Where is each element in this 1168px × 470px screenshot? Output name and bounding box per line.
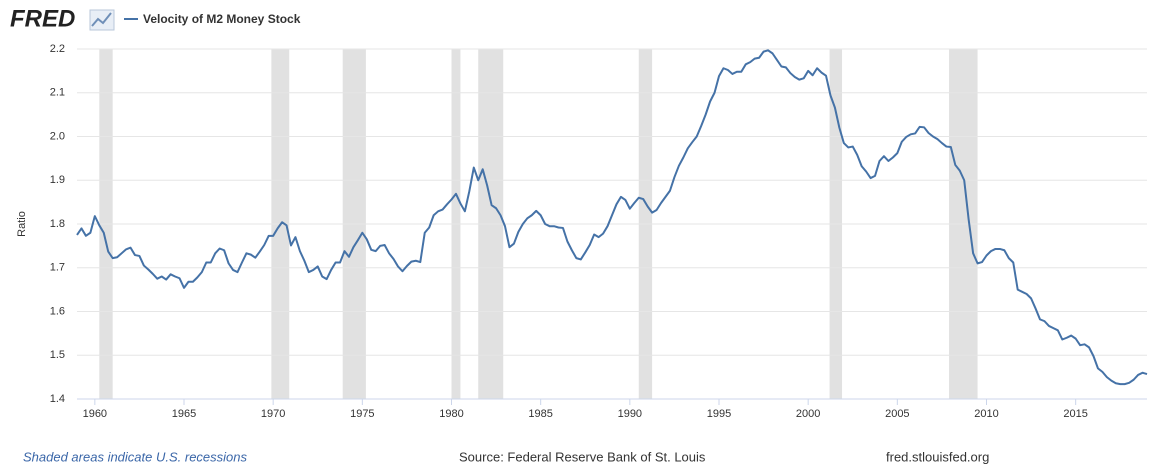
y-tick-label: 2.2 <box>50 43 65 55</box>
x-tick-label: 2015 <box>1063 408 1087 420</box>
logo-icon-line <box>91 12 112 27</box>
footer-source: Source: Federal Reserve Bank of St. Loui… <box>459 449 706 464</box>
footer-note: Shaded areas indicate U.S. recessions <box>23 449 248 464</box>
x-tick-label: 1990 <box>618 408 642 420</box>
x-tick-label: 1995 <box>707 408 731 420</box>
y-tick-label: 1.4 <box>50 393 65 405</box>
x-tick-label: 1980 <box>439 408 463 420</box>
x-tick-label: 1965 <box>172 408 196 420</box>
footer-site: fred.stlouisfed.org <box>886 449 989 464</box>
x-tick-label: 2010 <box>974 408 998 420</box>
x-tick-label: 1960 <box>83 408 107 420</box>
x-tick-label: 1975 <box>350 408 374 420</box>
data-line <box>76 49 1148 386</box>
y-tick-label: 1.5 <box>50 349 65 361</box>
x-tick-label: 1985 <box>528 408 552 420</box>
logo: FRED <box>10 5 75 32</box>
logo-icon-box <box>89 9 115 31</box>
y-tick-label: 1.9 <box>50 174 65 186</box>
y-tick-label: 1.7 <box>50 262 65 274</box>
x-tick-label: 1970 <box>261 408 285 420</box>
logo-icon <box>89 9 115 31</box>
y-tick-label: 2.0 <box>50 130 65 142</box>
legend-label: Velocity of M2 Money Stock <box>143 12 301 26</box>
x-tick-label: 2000 <box>796 408 820 420</box>
plot-area: 1.4 1.5 1.6 1.7 1.8 1.9 2.0 2.1 2.2 1960 1965 1970 1… <box>50 43 1148 420</box>
x-tick-label: 2005 <box>885 408 909 420</box>
y-tick-label: 1.8 <box>50 218 65 230</box>
y-axis-label: Ratio <box>16 211 28 237</box>
y-tick-label: 1.6 <box>50 305 65 317</box>
y-tick-label: 2.1 <box>50 87 65 99</box>
